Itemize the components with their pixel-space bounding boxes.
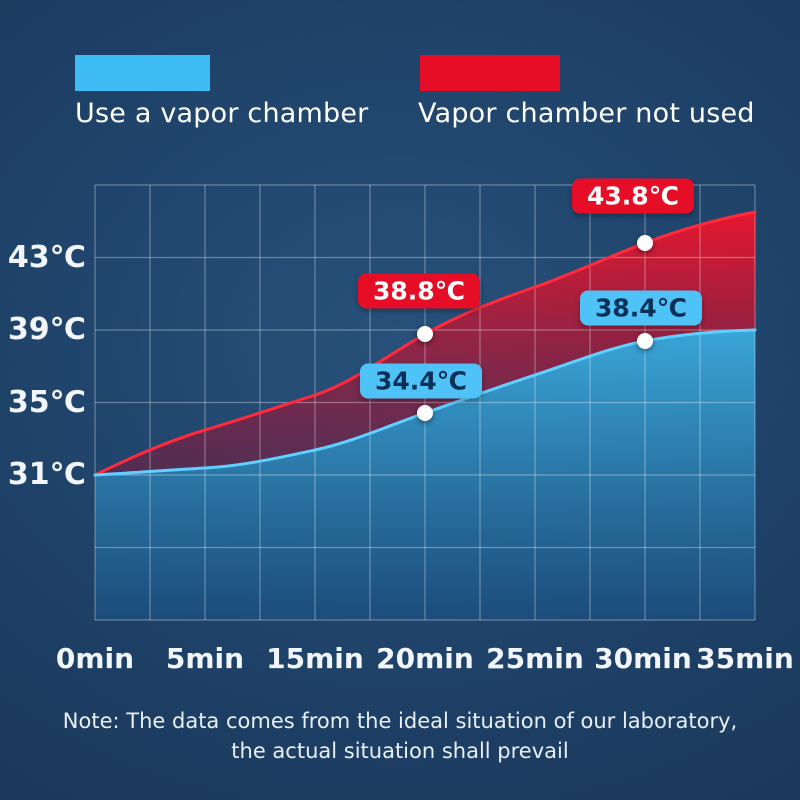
x-tick-35min: 35min	[696, 642, 794, 675]
dot-red-30min	[637, 235, 653, 251]
x-tick-5min: 5min	[165, 642, 245, 675]
legend-swatch-vapor-not-used	[420, 55, 560, 91]
y-tick-35: 35℃	[7, 385, 86, 420]
y-tick-43: 43℃	[7, 240, 86, 275]
value-badge-red-20min: 38.8℃	[358, 273, 480, 309]
temperature-chart	[93, 184, 757, 621]
x-tick-20min: 20min	[376, 642, 474, 675]
legend-swatch-vapor-used	[75, 55, 210, 91]
area-vapor-not-used	[95, 212, 755, 475]
area-vapor-used	[95, 330, 755, 620]
x-tick-0min: 0min	[55, 642, 135, 675]
dot-blue-20min	[417, 405, 433, 421]
dot-red-20min	[417, 326, 433, 342]
y-tick-39: 39℃	[7, 312, 86, 347]
value-badge-blue-30min: 38.4℃	[580, 290, 702, 326]
x-tick-15min: 15min	[266, 642, 364, 675]
footnote-line-2: the actual situation shall prevail	[231, 739, 569, 764]
dot-blue-30min	[637, 333, 653, 349]
legend-label-vapor-not-used: Vapor chamber not used	[418, 98, 755, 129]
footnote-line-1: Note: The data comes from the ideal situ…	[62, 709, 738, 733]
x-tick-25min: 25min	[486, 642, 584, 675]
value-badge-blue-20min: 34.4℃	[360, 363, 482, 399]
legend-label-vapor-used: Use a vapor chamber	[75, 98, 369, 129]
x-tick-30min: 30min	[594, 642, 692, 675]
value-badge-red-30min: 43.8℃	[572, 178, 694, 214]
footnote: Note: The data comes from the ideal situ…	[0, 706, 800, 767]
y-tick-31: 31℃	[7, 457, 86, 492]
